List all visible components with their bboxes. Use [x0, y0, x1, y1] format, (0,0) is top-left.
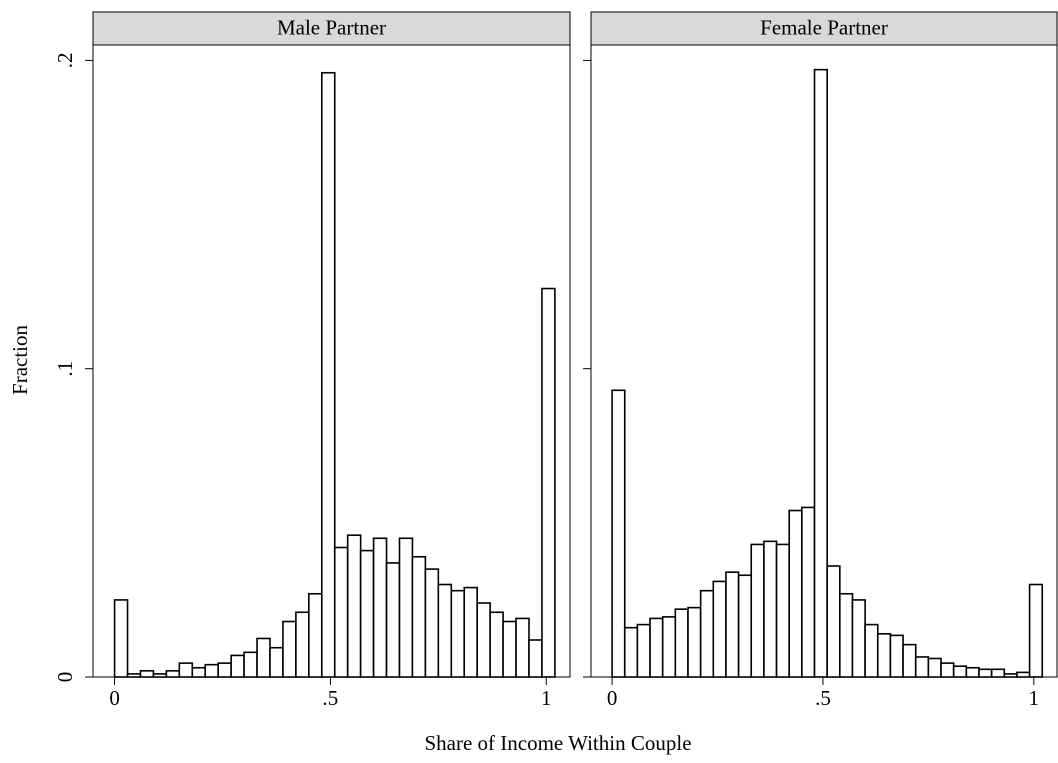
bar: [230, 654, 245, 678]
bar: [308, 592, 323, 678]
panel-title: Female Partner: [760, 15, 888, 39]
bar: [674, 608, 689, 678]
bar: [636, 623, 651, 678]
bar: [763, 540, 778, 678]
bar: [450, 589, 466, 678]
bar: [541, 287, 556, 678]
bar: [801, 506, 816, 678]
panel-title: Male Partner: [277, 15, 386, 39]
bar: [424, 568, 440, 678]
bar: [649, 617, 664, 678]
bar: [359, 549, 375, 678]
bar: [661, 616, 677, 678]
bar: [826, 565, 841, 678]
bar: [965, 666, 980, 678]
bar: [502, 620, 517, 678]
x-tick-label: .5: [323, 686, 339, 710]
bar: [876, 633, 892, 678]
bar: [515, 617, 530, 678]
bar: [990, 668, 1006, 678]
plot-frame: [590, 44, 1058, 678]
bar: [139, 670, 155, 678]
bar: [623, 626, 639, 678]
bar: [269, 646, 284, 678]
bar: [256, 637, 271, 678]
bar: [295, 611, 310, 678]
bar: [699, 589, 715, 678]
bar: [372, 537, 388, 678]
panel-header: [590, 11, 1058, 46]
bar: [902, 643, 917, 678]
bar: [113, 599, 129, 678]
bar: [243, 651, 258, 678]
y-axis-title: Fraction: [8, 325, 32, 395]
bar: [851, 599, 866, 678]
x-tick-label: .5: [815, 686, 831, 710]
bar: [217, 662, 232, 678]
bar: [191, 666, 207, 678]
bar: [411, 555, 427, 678]
bar: [1016, 671, 1031, 678]
bar: [889, 634, 904, 678]
bar: [927, 657, 942, 678]
y-tick-label: 0: [53, 672, 77, 683]
bar: [282, 620, 297, 678]
bar: [788, 509, 803, 678]
bar: [775, 543, 791, 678]
plot-frame: [92, 44, 571, 678]
bar: [712, 580, 727, 678]
bar: [178, 662, 194, 678]
bar: [864, 623, 879, 678]
bar: [333, 546, 349, 678]
bar: [437, 583, 453, 678]
bar: [839, 592, 854, 678]
bar: [750, 543, 765, 678]
bar: [687, 606, 702, 678]
y-tick-label: .2: [53, 53, 77, 69]
bar: [914, 656, 930, 678]
x-tick-label: 1: [1029, 686, 1040, 710]
bar: [940, 662, 955, 678]
bar: [813, 68, 828, 678]
bar: [204, 663, 219, 678]
bar: [476, 602, 491, 678]
bar: [611, 389, 626, 678]
bar: [725, 571, 740, 678]
bar: [320, 71, 336, 678]
bar: [978, 668, 993, 678]
x-axis-title: Share of Income Within Couple: [424, 731, 691, 755]
x-tick-label: 0: [607, 686, 618, 710]
bar: [737, 574, 753, 678]
bar: [1028, 583, 1044, 678]
x-tick-label: 0: [109, 686, 120, 710]
bar: [165, 670, 181, 678]
bar: [489, 611, 504, 678]
bar: [398, 537, 414, 678]
y-tick-label: .1: [53, 361, 77, 377]
bar: [463, 586, 478, 678]
bar: [528, 639, 543, 678]
bar: [346, 534, 362, 678]
x-tick-label: 1: [541, 686, 552, 710]
bar: [952, 665, 968, 678]
bar: [385, 562, 401, 678]
panel-header: [92, 11, 571, 46]
